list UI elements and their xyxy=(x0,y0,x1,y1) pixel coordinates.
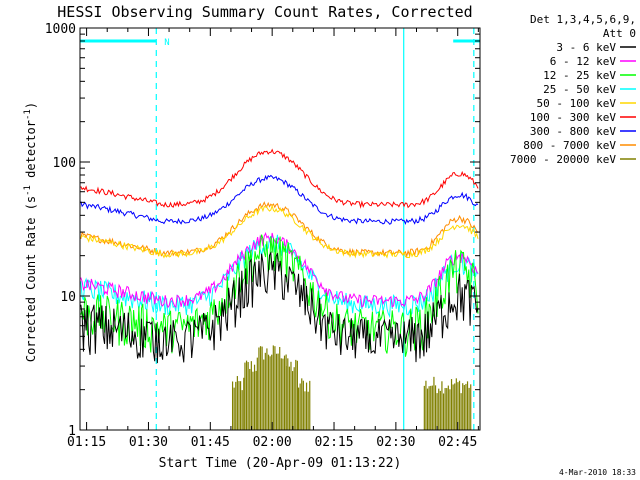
x-tick-label: 01:45 xyxy=(191,435,230,450)
y-tick-label: 10 xyxy=(60,290,76,305)
x-tick-label: 02:30 xyxy=(376,435,415,450)
y-tick-label: 100 xyxy=(53,156,76,171)
x-tick-label: 02:15 xyxy=(314,435,353,450)
legend-label: 50 - 100 keV xyxy=(537,97,617,110)
y-label-end: ) xyxy=(24,102,38,109)
legend-label: 300 - 800 keV xyxy=(530,125,616,138)
x-tick-label: 02:00 xyxy=(253,435,292,450)
y-tick-label: 1 xyxy=(68,424,76,439)
series-line xyxy=(80,203,479,259)
legend-label: 6 - 12 keV xyxy=(550,55,617,68)
series-line xyxy=(80,251,479,364)
y-label-sup2: -1 xyxy=(23,109,33,120)
legend-header-line1: Det 1,3,4,5,6,9, xyxy=(530,13,636,26)
legend-label: 25 - 50 keV xyxy=(543,83,616,96)
y-axis-label: Corrected Count Rate (s-1 detector-1) xyxy=(23,102,38,362)
axes xyxy=(79,27,481,431)
y-label-mid: detector xyxy=(24,120,38,185)
legend-label: 12 - 25 keV xyxy=(543,69,616,82)
legend-label: 7000 - 20000 keV xyxy=(510,153,616,166)
y-label-sup1: -1 xyxy=(23,185,33,196)
legend-label: 3 - 6 keV xyxy=(556,41,616,54)
y-axis-ticks: 1 10 100 1000 xyxy=(45,22,480,439)
series-lines xyxy=(80,148,479,364)
y-tick-label: 1000 xyxy=(45,22,76,37)
high-energy-blocks xyxy=(231,345,472,430)
x-tick-label: 01:30 xyxy=(129,435,168,450)
x-axis-label: Start Time (20-Apr-09 01:13:22) xyxy=(159,456,402,471)
plot-frame xyxy=(79,27,481,431)
night-markers xyxy=(155,28,475,430)
x-tick-label: 02:45 xyxy=(438,435,477,450)
attenuator-label: N xyxy=(164,38,169,48)
series-line xyxy=(80,174,479,226)
series-line xyxy=(80,148,479,209)
y-label-main: Corrected Count Rate (s xyxy=(24,196,38,362)
x-axis-ticks: 01:15 01:30 01:45 02:00 02:15 02:30 02:45 xyxy=(67,28,479,450)
legend-label: 800 - 7000 keV xyxy=(523,139,616,152)
x-tick-label: 01:15 xyxy=(67,435,106,450)
series-line xyxy=(80,231,479,309)
chart-title: HESSI Observing Summary Count Rates, Cor… xyxy=(57,3,472,21)
legend-label: 100 - 300 keV xyxy=(530,111,616,124)
attenuator-state: N xyxy=(80,38,480,48)
timestamp: 4-Mar-2010 18:33 xyxy=(559,468,636,477)
legend-header-line2: Att 0 xyxy=(603,27,636,40)
